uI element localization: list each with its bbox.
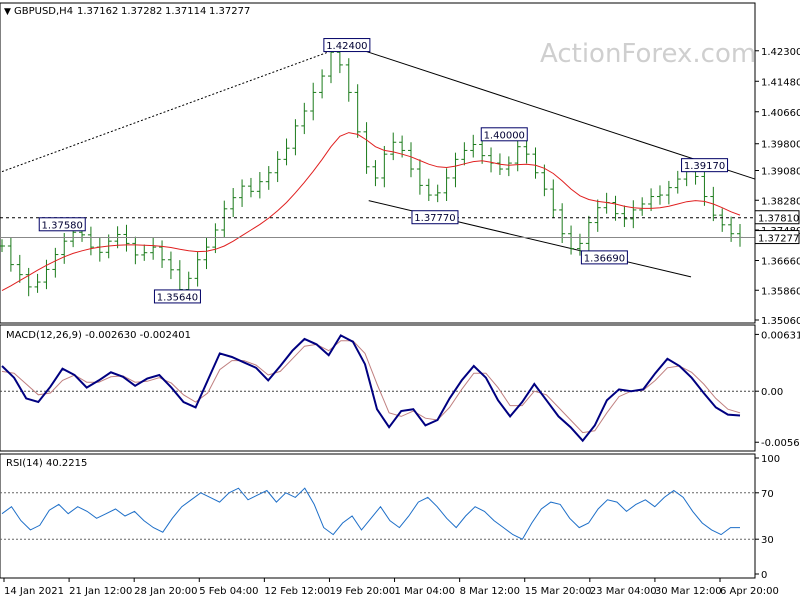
rsi-y-axis: 100 70 30 0: [755, 454, 780, 581]
price-title-icon: ▼: [4, 7, 11, 17]
rsi-tick-label: 70: [761, 489, 774, 500]
trendline: [1, 44, 348, 173]
macd-tick-label: -0.005671: [761, 438, 800, 449]
time-axis: 14 Jan 2021 21 Jan 12:00 28 Jan 20:00 5 Feb…: [3, 578, 779, 597]
price-label: 1.42400: [326, 41, 367, 52]
price-label: 1.36690: [584, 253, 625, 264]
rsi-tick-label: 100: [761, 454, 780, 465]
time-tick-label: 12 Feb 12:00: [264, 586, 330, 597]
price-label-box: [38, 217, 86, 232]
time-tick-label: 30 Mar 12:00: [655, 586, 722, 597]
time-tick-label: 5 Feb 04:00: [199, 586, 258, 597]
price-tick-label: 1.41480: [761, 77, 800, 88]
time-tick-label: 1 Mar 04:00: [395, 586, 455, 597]
current-price-badge: 1.37277: [758, 234, 799, 245]
macd-title: MACD(12,26,9) -0.002630 -0.002401: [6, 330, 191, 341]
price-label: 1.39170: [684, 161, 725, 172]
ohlc-high: 1.37282: [121, 6, 162, 17]
price-annotations: 1.42400 1.37580 1.35640 1.40000 1.37770 1.366…: [38, 38, 729, 304]
rsi-line: [1, 487, 740, 540]
ohlc-open: 1.37162: [77, 6, 118, 17]
price-tick-label: 1.35060: [761, 316, 800, 327]
price-tick-label: 1.40660: [761, 108, 800, 119]
macd-line: [1, 334, 741, 443]
time-tick-label: 23 Mar 04:00: [590, 586, 657, 597]
price-tick-label: 1.35860: [761, 286, 800, 297]
price-label-box: [153, 289, 201, 304]
price-tick-label: 1.38280: [761, 196, 800, 207]
rsi-tick-label: 30: [761, 535, 774, 546]
price-label: 1.40000: [484, 130, 525, 141]
price-label-box: [580, 250, 628, 265]
watermark: ActionForex.com: [540, 39, 756, 69]
time-tick-label: 8 Mar 12:00: [460, 586, 520, 597]
price-tick-label: 1.42300: [761, 47, 800, 58]
rsi-tick-label: 0: [761, 570, 767, 581]
price-label: 1.35640: [157, 292, 198, 303]
time-tick-label: 19 Feb 20:00: [329, 586, 395, 597]
price-tick-label: 1.36660: [761, 257, 800, 268]
rsi-panel-frame: [0, 453, 756, 579]
price-panel-frame: [0, 2, 756, 324]
macd-tick-label: 0.00631: [761, 330, 800, 341]
time-tick-label: 6 Apr 20:00: [720, 586, 779, 597]
price-label-box: [480, 127, 528, 142]
price-label: 1.37770: [414, 213, 455, 224]
symbol-label: GBPUSD,H4: [14, 6, 73, 17]
current-price-badge-box: [754, 230, 800, 245]
time-tick-label: 21 Jan 12:00: [69, 586, 132, 597]
rsi-level-lines: [0, 492, 755, 540]
moving-average-line: [1, 132, 741, 292]
time-tick-label: 15 Mar 20:00: [525, 586, 592, 597]
macd-panel-frame: [0, 324, 756, 452]
macd-tick-label: 0.00: [761, 387, 783, 398]
price-tick-label: 1.39800: [761, 140, 800, 151]
time-tick-label: 28 Jan 20:00: [134, 586, 197, 597]
price-y-axis: 1.42300 1.41480 1.40660 1.39800 1.39080 1.382…: [754, 47, 800, 327]
ohlc-close: 1.37277: [209, 6, 250, 17]
price-label-box: [681, 158, 729, 173]
level-price-badge: 1.37810: [758, 214, 799, 225]
price-label-box: [323, 38, 371, 53]
time-tick-label: 14 Jan 2021: [4, 586, 64, 597]
macd-y-axis: 0.00631 0.00 -0.005671: [755, 330, 800, 449]
rsi-title: RSI(14) 40.2215: [6, 458, 87, 469]
level-price-badge-box: [754, 210, 800, 225]
trendline: [350, 45, 756, 180]
macd-signal-line: [1, 340, 741, 434]
price-label: 1.37580: [42, 220, 83, 231]
price-bars: [0, 42, 743, 297]
price-tick-label: 1.39080: [761, 167, 800, 178]
price-label-box: [411, 210, 459, 225]
ohlc-low: 1.37114: [165, 6, 206, 17]
